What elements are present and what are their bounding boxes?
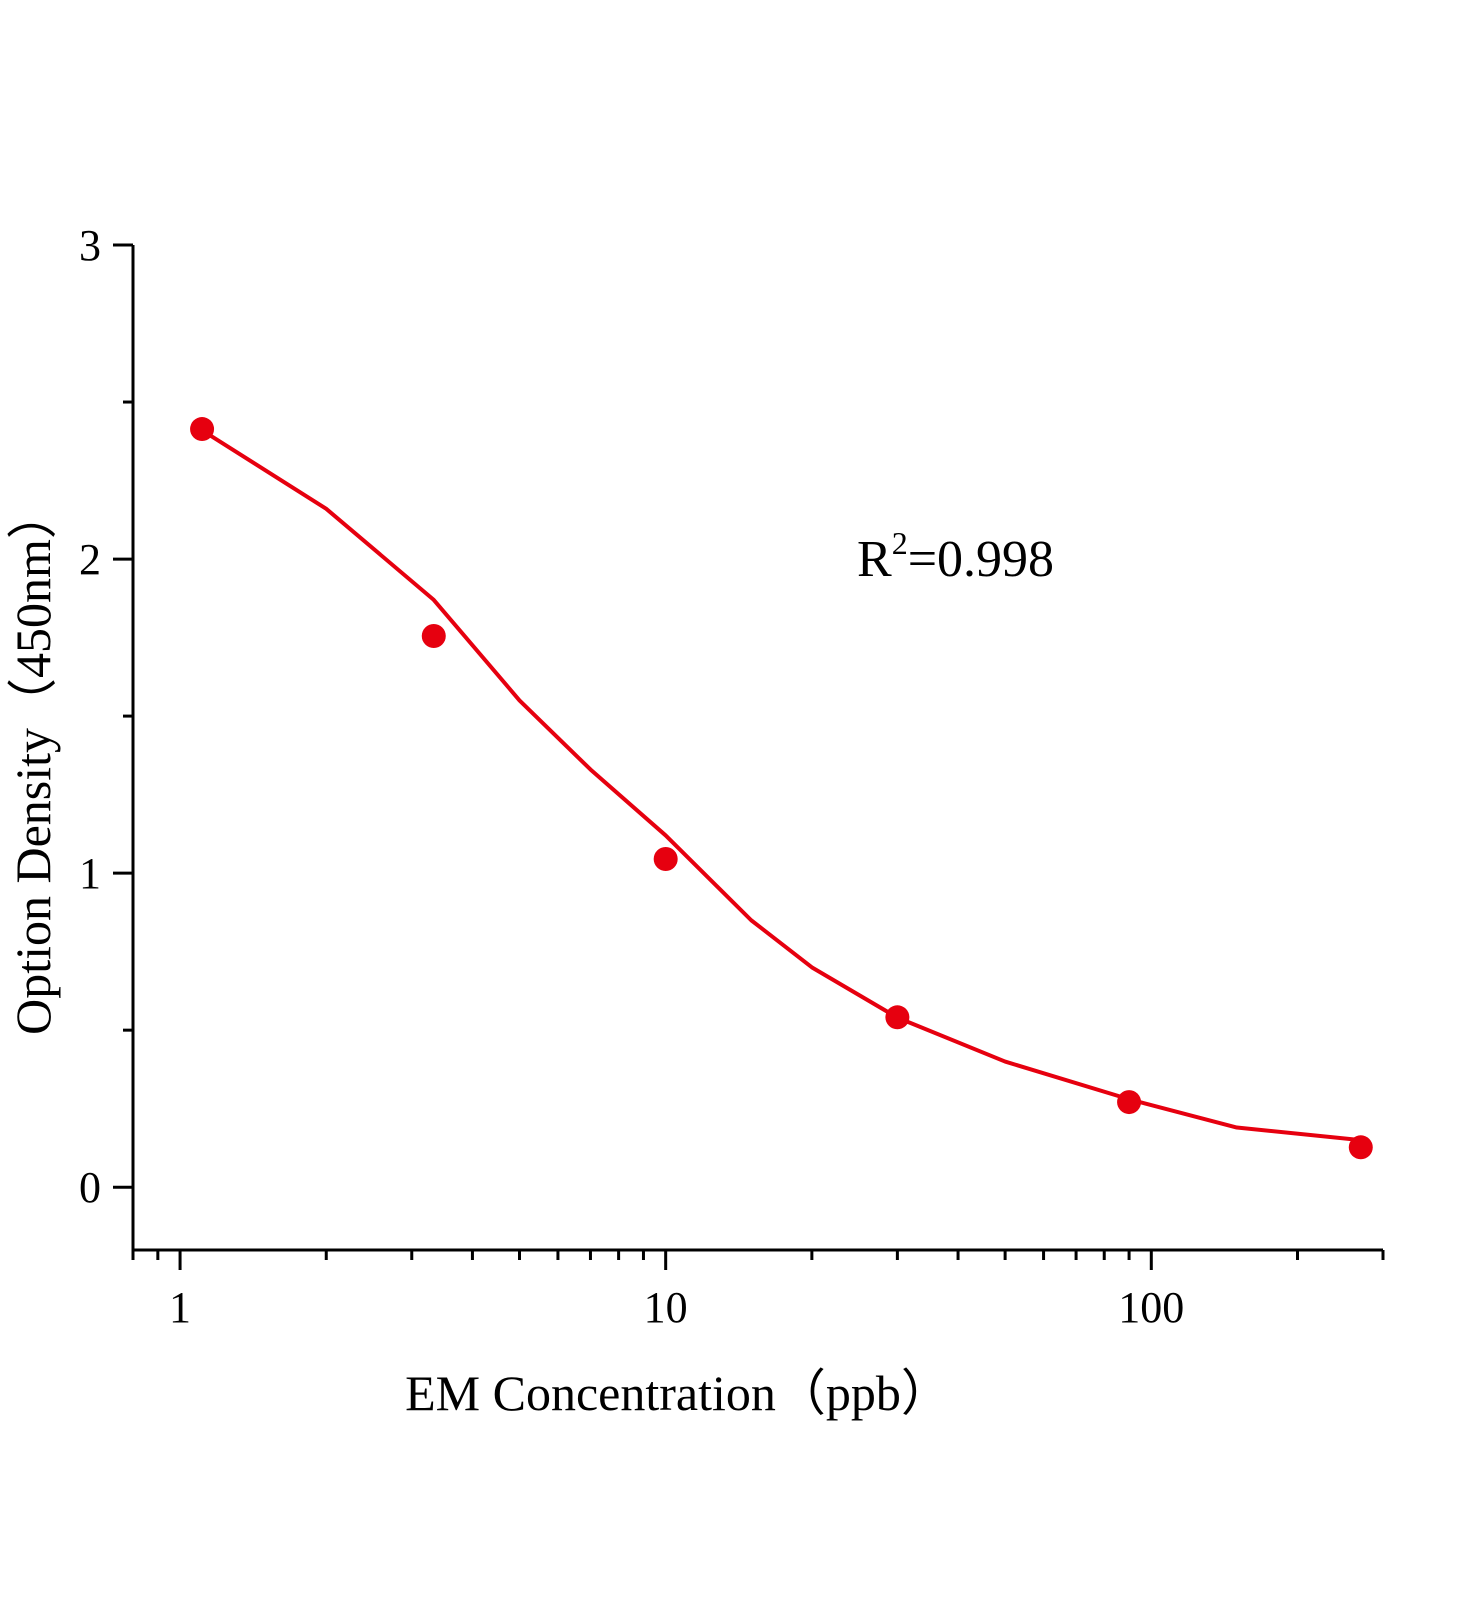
x-axis-title: EM Concentration（ppb） — [405, 1365, 951, 1421]
data-point — [421, 624, 446, 649]
y-tick-label: 2 — [79, 535, 101, 584]
x-tick-label: 1 — [169, 1283, 191, 1332]
annotation-base: R — [857, 531, 892, 588]
data-point — [653, 846, 678, 871]
annotation-rest: =0.998 — [908, 531, 1054, 588]
y-tick-label: 3 — [79, 221, 101, 270]
x-tick-label: 100 — [1118, 1283, 1184, 1332]
y-tick-label: 1 — [79, 849, 101, 898]
annotation: R2=0.998 — [857, 525, 1054, 588]
x-tick-label: 10 — [644, 1283, 688, 1332]
annotation-superscript: 2 — [892, 525, 908, 561]
y-axis-title: Option Density（450nm） — [5, 489, 61, 1035]
fit-curve — [201, 428, 1361, 1143]
y-tick-label: 0 — [79, 1163, 101, 1212]
